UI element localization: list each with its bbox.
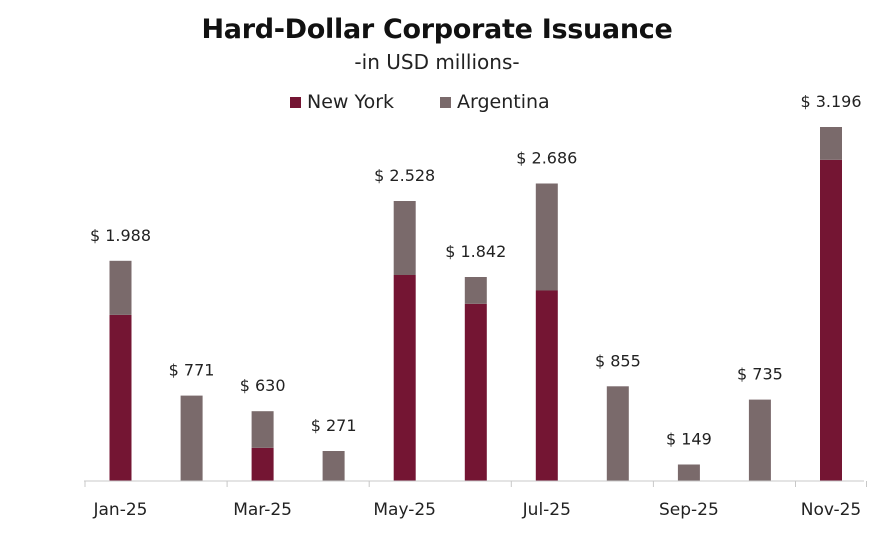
bar-new-york [393, 275, 416, 481]
x-tick-label: Jan-25 [93, 500, 148, 520]
chart-title: Hard-Dollar Corporate Issuance [201, 14, 673, 45]
bar-argentina [606, 386, 629, 481]
bar-argentina [251, 411, 274, 448]
bar-argentina [180, 395, 203, 481]
chart-subtitle: -in USD millions- [354, 50, 520, 74]
data-label: $ 735 [737, 365, 783, 384]
data-label: $ 771 [169, 361, 215, 380]
bar-argentina [535, 183, 558, 291]
bar-new-york [820, 159, 842, 482]
data-label: $ 1.988 [90, 226, 151, 245]
data-label: $ 630 [240, 376, 286, 395]
data-label: $ 3.196 [800, 92, 861, 111]
bar-argentina [748, 399, 771, 481]
bar-new-york [251, 447, 274, 481]
legend-label-new-york: New York [307, 91, 395, 113]
x-tick-label: Sep-25 [659, 500, 719, 520]
legend: New York Argentina [290, 89, 596, 115]
bar-argentina [322, 451, 345, 481]
bar-argentina [109, 260, 132, 315]
legend-item-new-york: New York [290, 91, 394, 113]
bar-argentina [393, 201, 416, 275]
x-tick-label: Jul-25 [522, 500, 571, 520]
bar-argentina [677, 464, 700, 481]
legend-swatch-argentina [440, 96, 452, 108]
x-tick-label: Mar-25 [233, 500, 292, 520]
bar-argentina [820, 127, 842, 160]
bar-new-york [109, 314, 132, 481]
data-label: $ 1.842 [445, 242, 506, 261]
data-label: $ 2.686 [516, 149, 577, 168]
x-tick-label: May-25 [373, 500, 436, 520]
x-tick-label: Nov-25 [801, 500, 862, 520]
data-label: $ 855 [595, 351, 641, 370]
legend-label-argentina: Argentina [457, 91, 550, 113]
bar-new-york [464, 303, 487, 481]
legend-item-argentina: Argentina [440, 91, 550, 113]
data-label: $ 271 [311, 416, 357, 435]
bar-new-york [535, 290, 558, 481]
legend-swatch-new-york [290, 96, 301, 108]
bar-argentina [464, 277, 487, 304]
data-label: $ 149 [666, 430, 712, 449]
data-label: $ 2.528 [374, 166, 435, 185]
